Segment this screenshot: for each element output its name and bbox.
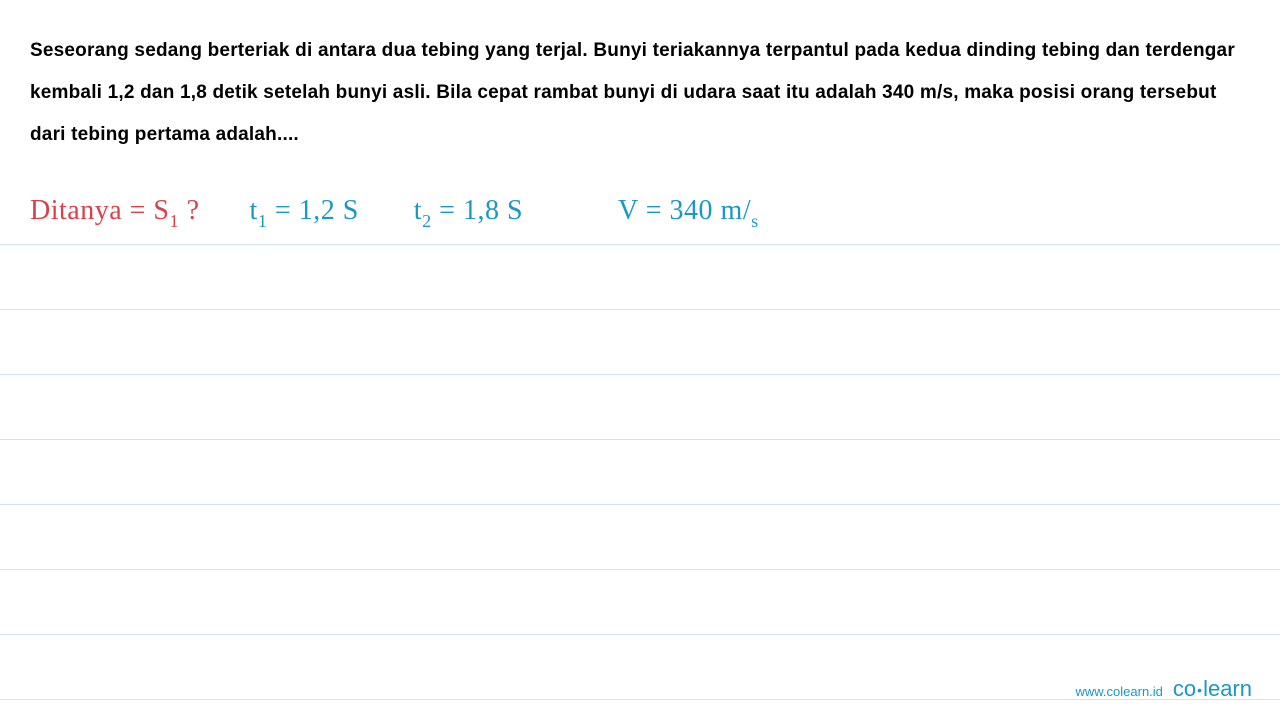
t1-expression: t1 = 1,2 S (250, 195, 359, 231)
brand-dot: • (1197, 682, 1202, 698)
t2-sub: 2 (422, 211, 432, 231)
brand-co: co (1173, 676, 1196, 701)
v-unit-m: m (721, 195, 743, 226)
brand-logo: co•learn (1173, 676, 1252, 702)
v-label: V = 340 (618, 195, 721, 226)
handwritten-row: Ditanya = S1 ? t1 = 1,2 S t2 = 1,8 S V =… (0, 180, 1280, 245)
blank-line (0, 375, 1280, 440)
blank-line (0, 310, 1280, 375)
t1-eq: = 1,2 S (267, 195, 358, 226)
website-url: www.colearn.id (1075, 684, 1162, 699)
t2-eq: = 1,8 S (432, 195, 523, 226)
blank-line (0, 570, 1280, 635)
asked-subscript: 1 (170, 211, 180, 231)
v-unit-s: s (751, 211, 759, 231)
t2-expression: t2 = 1,8 S (414, 195, 523, 231)
brand-learn: learn (1203, 676, 1252, 701)
footer: www.colearn.id co•learn (1075, 676, 1252, 702)
t1-label: t (250, 195, 258, 226)
asked-suffix: ? (179, 195, 199, 226)
workspace-area: Ditanya = S1 ? t1 = 1,2 S t2 = 1,8 S V =… (0, 180, 1280, 700)
problem-text-content: Seseorang sedang berteriak di antara dua… (30, 40, 1235, 145)
asked-label: Ditanya = S (30, 195, 170, 226)
t2-label: t (414, 195, 422, 226)
blank-line (0, 440, 1280, 505)
asked-expression: Ditanya = S1 ? (30, 195, 200, 231)
v-expression: V = 340 m/s (618, 195, 759, 231)
t1-sub: 1 (258, 211, 268, 231)
blank-line (0, 505, 1280, 570)
blank-line (0, 245, 1280, 310)
problem-statement: Seseorang sedang berteriak di antara dua… (0, 0, 1280, 175)
